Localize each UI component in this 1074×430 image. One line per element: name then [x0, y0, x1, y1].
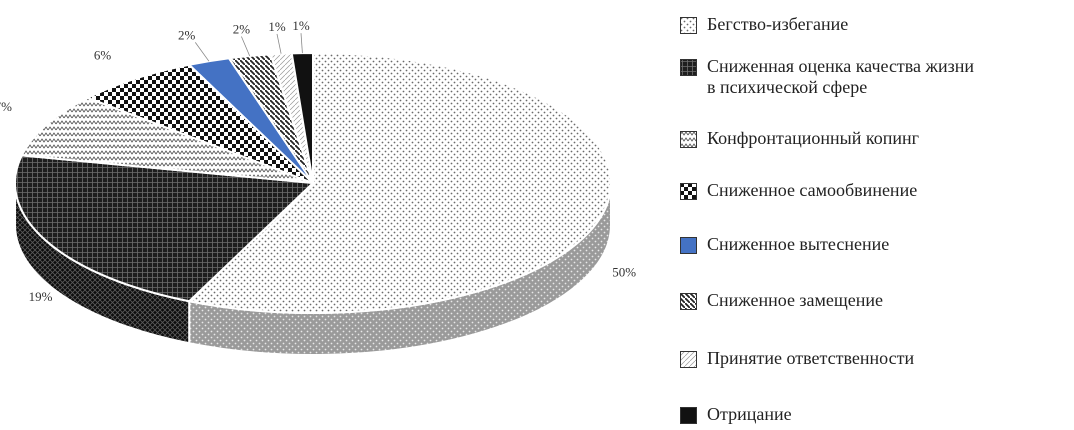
data-label-сниженное-замещение: 2% — [233, 22, 251, 37]
pie-slice-конфронтационный-копинг — [20, 96, 314, 184]
leader-line — [241, 36, 251, 57]
legend-swatch — [680, 183, 697, 200]
pie-chart: 50% 19% 7% 6% 2% 2% 1% 1% — [0, 18, 636, 356]
pie-slice-сниженное-самообвинение — [85, 63, 314, 184]
legend-label: Отрицание — [707, 404, 792, 424]
data-label-сниженная-оценка-качества-жизни: 19% — [29, 289, 53, 304]
legend-item-сниженная-оценка-качества-жизни: Сниженная оценка качества жизни в психич… — [680, 56, 974, 98]
data-label-бегство-избегание: 50% — [612, 265, 636, 280]
leader-line — [194, 42, 210, 62]
legend-swatch — [680, 407, 697, 424]
legend-label: Бегство-избегание — [707, 14, 849, 34]
legend-swatch — [680, 17, 697, 34]
legend-item-конфронтационный-копинг: Конфронтационный копинг — [680, 128, 919, 149]
legend-swatch — [680, 351, 697, 368]
pie-slice-бегство-избегание — [187, 51, 612, 314]
legend-item-отрицание: Отрицание — [680, 404, 792, 425]
leader-line — [300, 33, 303, 54]
legend-swatch — [680, 293, 697, 310]
legend-label: Сниженное вытеснение — [707, 234, 890, 254]
legend-label: Конфронтационный копинг — [707, 128, 919, 148]
data-label-сниженное-самообвинение: 6% — [94, 47, 112, 62]
legend-item-бегство-избегание: Бегство-избегание — [680, 14, 848, 35]
legend-item-принятие-ответственности: Принятие ответственности — [680, 348, 914, 369]
legend-item-сниженное-замещение: Сниженное замещение — [680, 290, 883, 311]
legend-swatch — [680, 237, 697, 254]
legend-label: Сниженное замещение — [707, 290, 884, 310]
data-label-принятие-ответственности: 1% — [268, 19, 286, 34]
leader-line — [276, 33, 282, 54]
legend-swatch — [680, 59, 697, 76]
legend-label: Сниженное самообвинение — [707, 180, 918, 200]
data-label-сниженное-вытеснение: 2% — [178, 27, 196, 42]
data-label-отрицание: 1% — [292, 18, 310, 33]
legend-swatch — [680, 131, 697, 148]
legend-label: Принятие ответственности — [707, 348, 915, 368]
pie-slice-сниженная-оценка-качества-жизни — [14, 154, 316, 303]
legend-item-сниженное-самообвинение: Сниженное самообвинение — [680, 180, 917, 201]
data-label-конфронтационный-копинг: 7% — [0, 99, 12, 114]
legend-label: Сниженная оценка качества жизни в психич… — [707, 56, 974, 97]
legend-item-сниженное-вытеснение: Сниженное вытеснение — [680, 234, 889, 255]
